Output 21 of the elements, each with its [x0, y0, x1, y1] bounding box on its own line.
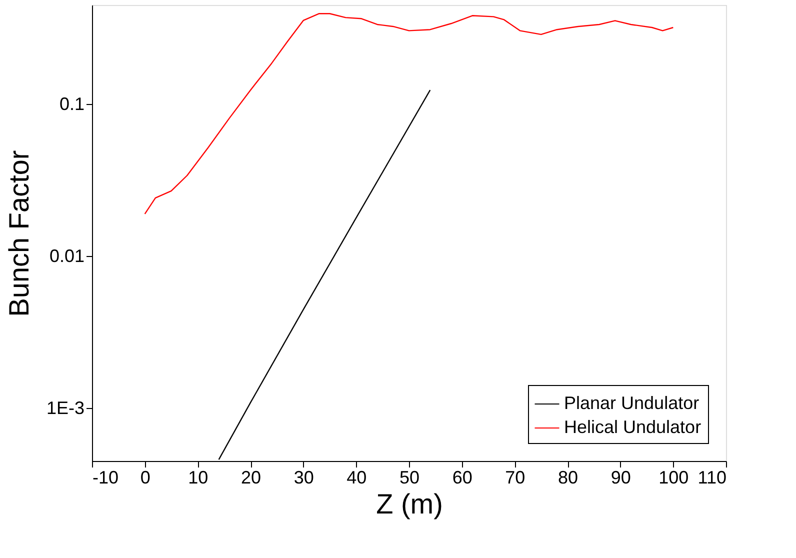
y-axis-title: Bunch Factor [3, 150, 34, 317]
x-tick-label: 80 [558, 468, 578, 488]
x-tick-label: 40 [346, 468, 367, 488]
x-axis-title: Z (m) [376, 488, 443, 520]
x-tick-label: 0 [140, 468, 150, 488]
legend-label: Planar Undulator [564, 393, 700, 413]
x-tick-label: 20 [240, 468, 262, 488]
legend-label: Helical Undulator [564, 417, 702, 437]
x-tick-label: 70 [505, 468, 526, 488]
y-tick-label: 0.01 [49, 246, 84, 266]
x-tick-label: 10 [188, 468, 208, 488]
x-tick-label: 30 [294, 468, 314, 488]
x-tick-label: 90 [610, 468, 631, 488]
x-tick-label: 50 [399, 468, 420, 488]
y-tick-label: 0.1 [59, 94, 84, 114]
x-tick-label: -10 [92, 468, 119, 488]
x-tick-label: 60 [452, 468, 472, 488]
line-series [144, 13, 674, 215]
y-tick-label: 1E-3 [46, 398, 84, 418]
x-tick-label: 100 [658, 468, 689, 488]
x-tick-label: 110 [698, 468, 726, 488]
